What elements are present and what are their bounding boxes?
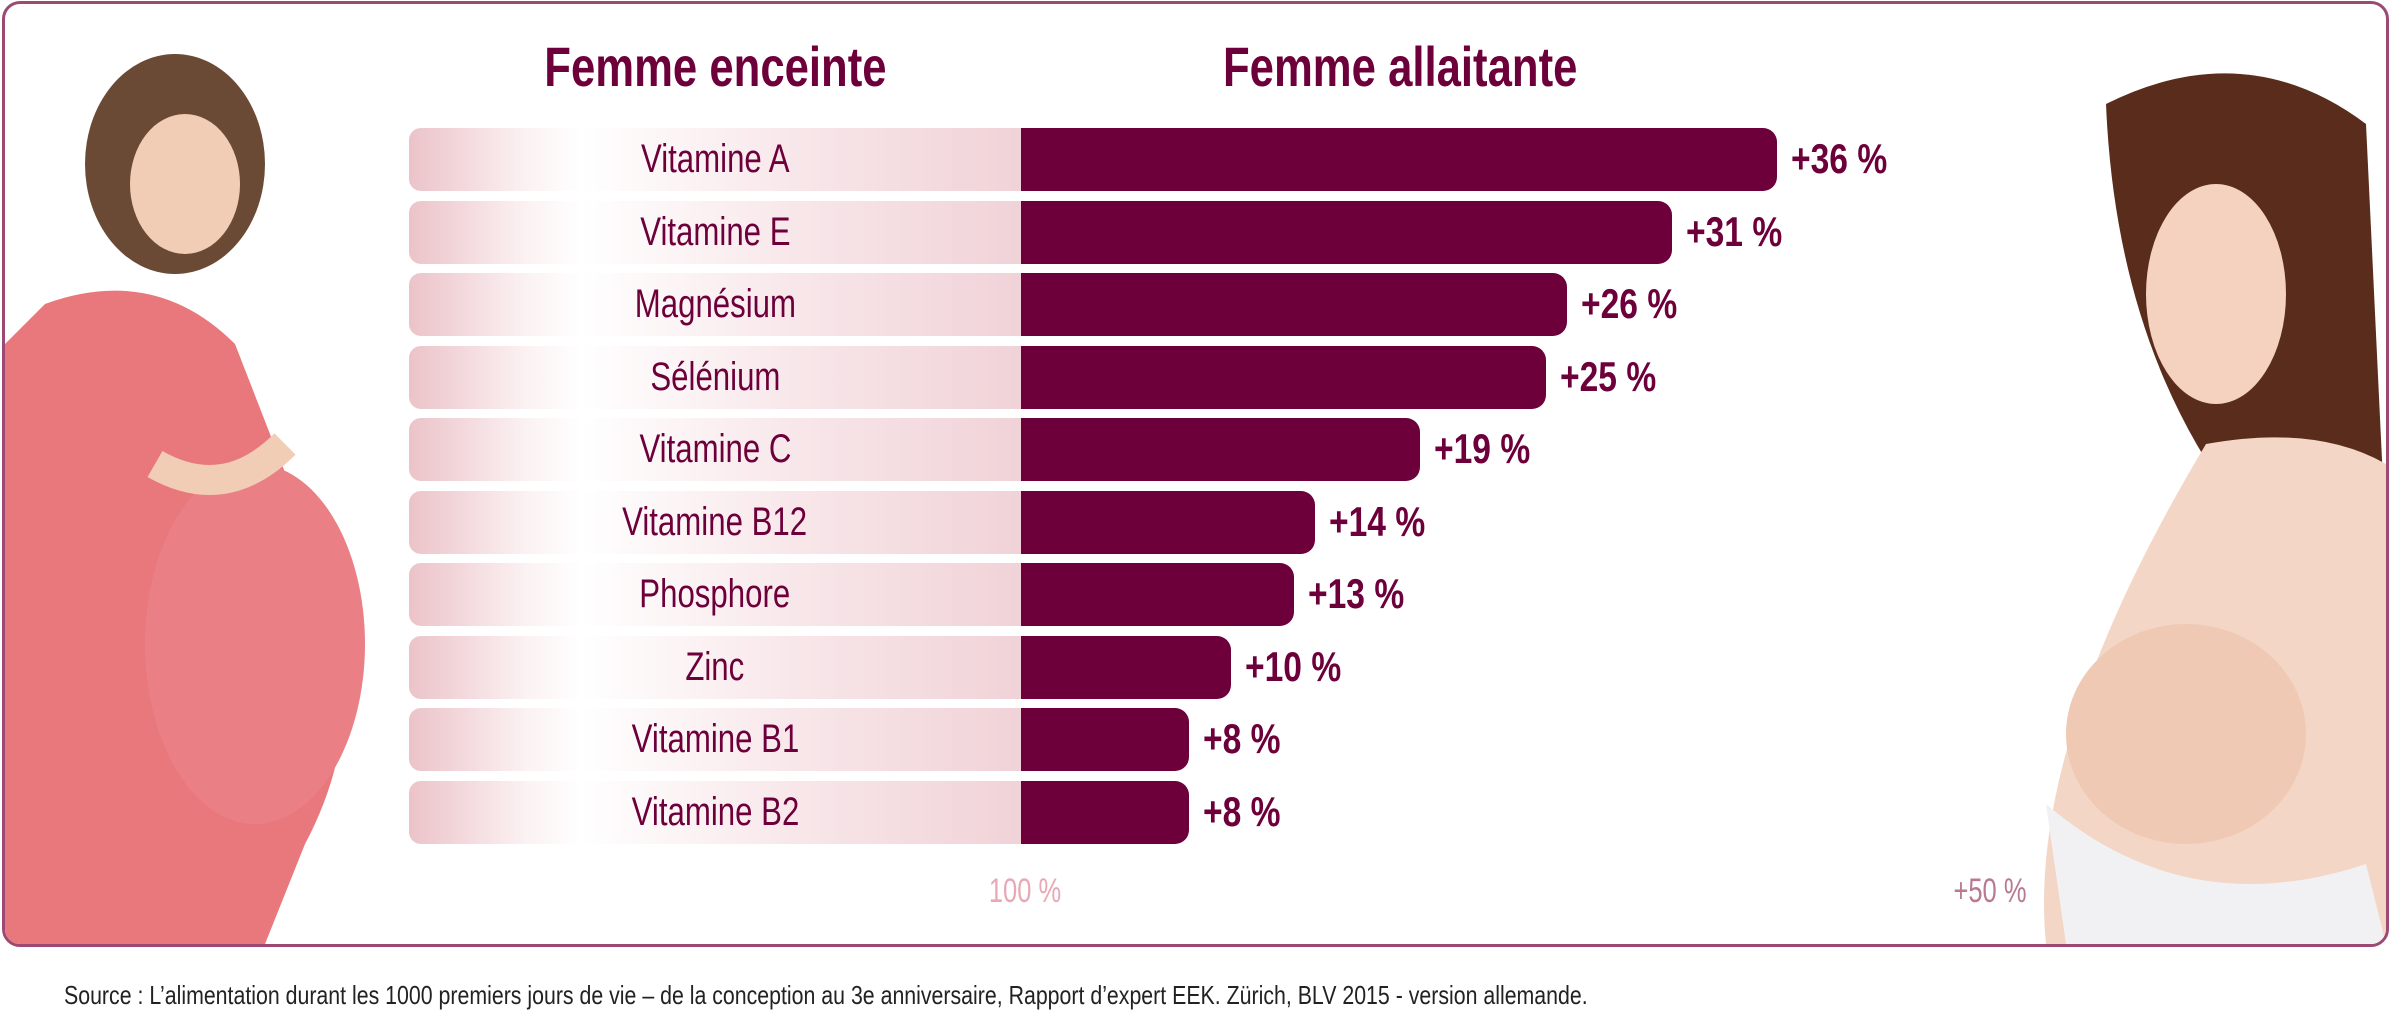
axis-label-max: +50 % <box>1953 872 2027 910</box>
baseline-bar <box>409 200 1049 264</box>
category-label: Vitamine A <box>640 137 790 181</box>
value-label: +8 % <box>1203 787 1281 835</box>
bar-vitamine-b1 <box>1021 708 1189 771</box>
value-label: +36 % <box>1791 135 1888 182</box>
baseline-bar <box>409 635 1049 699</box>
value-label: +14 % <box>1329 497 1426 545</box>
baseline-bar <box>409 563 1049 626</box>
category-label: Phosphore <box>639 572 791 616</box>
bar-zinc <box>1021 635 1231 699</box>
bar-s-l-nium <box>1021 345 1546 409</box>
category-label: Vitamine B2 <box>631 789 799 834</box>
heading-pregnant: Femme enceinte <box>543 35 887 98</box>
category-label: Vitamine B1 <box>631 717 799 761</box>
bar-magn-sium <box>1021 273 1567 336</box>
value-label: +8 % <box>1203 715 1281 762</box>
value-label: +31 % <box>1686 207 1783 255</box>
value-label: +10 % <box>1245 642 1342 690</box>
baseline-bar <box>409 490 1049 554</box>
bar-vitamine-c <box>1021 418 1420 481</box>
pregnant-woman-photo <box>5 54 365 944</box>
baseline-bar <box>409 780 1049 844</box>
value-label: +13 % <box>1308 570 1405 617</box>
source-note: Source : L’alimentation durant les 1000 … <box>64 980 1588 1010</box>
value-label: +19 % <box>1434 425 1531 472</box>
bar-vitamine-b12 <box>1021 490 1315 554</box>
category-label: Zinc <box>685 644 745 689</box>
baseline-bar <box>409 708 1049 771</box>
category-label: Vitamine E <box>639 209 791 254</box>
bar-phosphore <box>1021 563 1294 626</box>
baseline-bar <box>409 128 1049 191</box>
breastfeeding-woman-photo <box>2044 73 2386 944</box>
bar-vitamine-a <box>1021 128 1777 191</box>
baseline-bar <box>409 345 1049 409</box>
heading-breastfeeding: Femme allaitante <box>1222 35 1578 98</box>
value-label: +26 % <box>1581 280 1678 327</box>
category-label: Vitamine C <box>638 427 792 471</box>
category-label: Vitamine B12 <box>622 499 808 544</box>
category-label: Magnésium <box>634 282 796 326</box>
bar-vitamine-b2 <box>1021 780 1189 844</box>
bar-vitamine-e <box>1021 200 1672 264</box>
infographic-frame: Femme enceinte Femme allaitante Vitamine… <box>2 1 2389 947</box>
baseline-bar <box>409 418 1049 481</box>
axis-label-baseline: 100 % <box>988 872 1062 910</box>
value-label: +25 % <box>1560 352 1657 400</box>
baseline-bar <box>409 273 1049 336</box>
category-label: Sélénium <box>649 354 781 399</box>
